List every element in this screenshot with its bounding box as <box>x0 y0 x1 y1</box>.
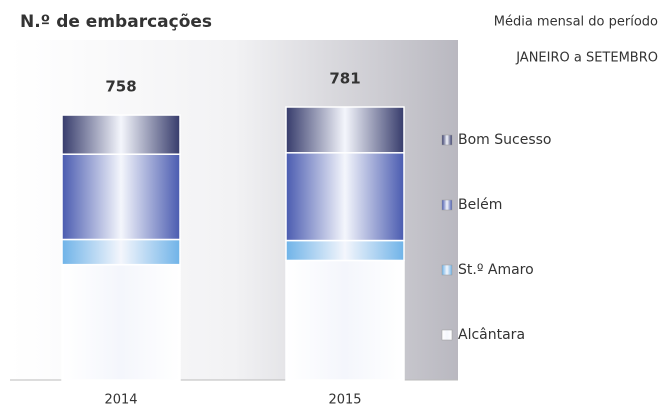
legend-label: Belém <box>458 197 502 213</box>
legend-swatch <box>441 329 453 341</box>
legend-label: Bom Sucesso <box>458 132 551 148</box>
period: JANEIRO a SETEMBRO <box>515 51 658 66</box>
bar-segment <box>285 106 405 154</box>
bar-segment <box>285 239 405 262</box>
bar-segment <box>61 114 181 155</box>
subtitle: Média mensal do período <box>494 15 658 30</box>
legend-swatch <box>441 264 453 276</box>
bar-segment <box>285 152 405 242</box>
bar-segment <box>285 259 405 381</box>
total-label: 758 <box>105 78 136 96</box>
x-tick-label: 2015 <box>328 393 361 408</box>
legend-label: Alcântara <box>458 327 525 343</box>
legend-swatch <box>441 199 453 211</box>
legend-swatch <box>441 134 453 146</box>
chart-title: N.º de embarcações <box>20 12 212 32</box>
total-label: 781 <box>329 70 360 88</box>
bar-segment <box>61 263 181 381</box>
bar-segment <box>61 238 181 266</box>
bar-segment <box>61 153 181 241</box>
legend-label: St.º Amaro <box>458 262 534 278</box>
x-tick-label: 2014 <box>104 393 137 408</box>
